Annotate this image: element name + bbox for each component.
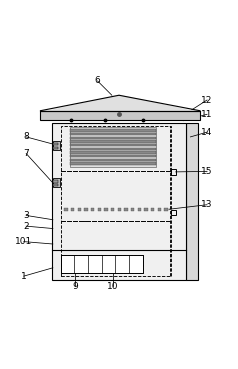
Text: 8: 8 [23,132,29,141]
Bar [124,208,128,211]
Bar [70,159,156,161]
Polygon shape [40,95,200,111]
Bar [53,184,58,186]
Bar [70,155,156,158]
Bar [52,123,186,280]
Bar [171,210,176,215]
Bar [70,140,156,143]
Bar [70,127,156,167]
Bar [91,208,94,211]
Bar [53,141,60,150]
Text: 15: 15 [201,167,213,176]
Bar [71,208,74,211]
Bar [118,208,121,211]
Bar [53,143,58,145]
Bar [61,126,171,276]
Bar [70,137,156,139]
Text: 13: 13 [201,200,213,209]
Bar [164,208,168,211]
Bar [98,208,101,211]
Bar [70,151,156,154]
Text: 10: 10 [107,282,119,291]
Text: 101: 101 [15,237,32,246]
Bar [70,129,156,132]
Bar [144,208,148,211]
Text: 14: 14 [201,128,213,137]
Bar [53,146,58,149]
Text: 12: 12 [201,96,213,104]
Bar [111,208,114,211]
Bar [158,208,161,211]
Text: 3: 3 [23,211,29,220]
Bar [138,208,141,211]
Bar [53,178,60,187]
Bar [70,144,156,146]
Bar [186,123,198,280]
Bar [40,111,200,120]
Bar [64,208,68,211]
Bar [171,169,176,175]
Text: 7: 7 [23,149,29,158]
Text: 11: 11 [201,110,213,119]
Bar [84,208,88,211]
Bar [53,180,58,183]
Bar [131,208,134,211]
Bar [104,208,108,211]
Bar [61,255,143,273]
Bar [70,162,156,165]
Bar [70,133,156,135]
Bar [78,208,81,211]
Text: 1: 1 [21,272,27,281]
Bar [61,255,143,273]
Bar [70,148,156,150]
Text: 6: 6 [95,76,100,86]
Bar [151,208,154,211]
Text: 9: 9 [72,282,78,291]
Text: 2: 2 [23,222,29,231]
